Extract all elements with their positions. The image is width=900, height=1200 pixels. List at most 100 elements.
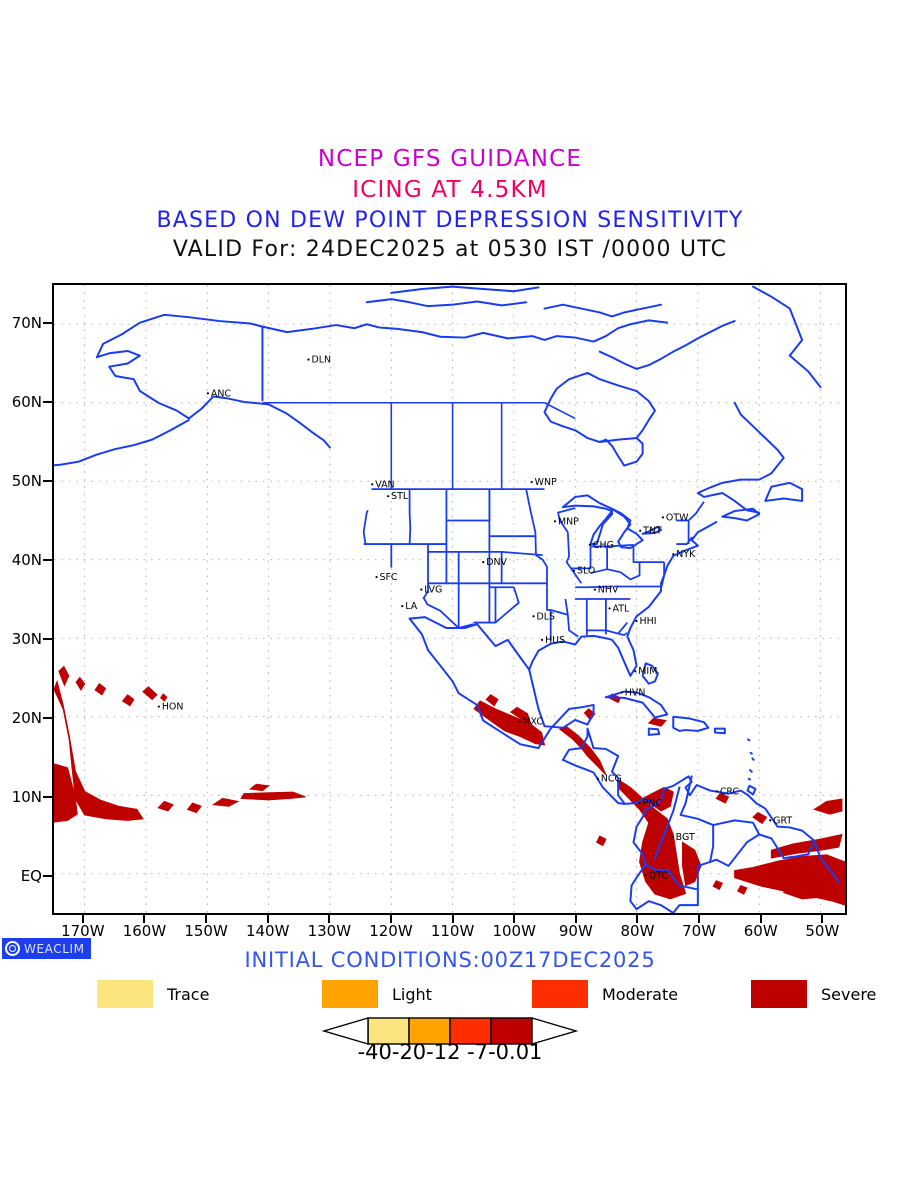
city-label-hvn: HVN	[625, 687, 646, 698]
city-label-stl: STL	[391, 491, 409, 502]
city-dot-hus	[541, 639, 543, 641]
legend-swatch-moderate	[532, 980, 588, 1008]
city-dot-mxc	[518, 720, 520, 722]
x-axis-label-100w: 100W	[492, 922, 535, 940]
y-axis-label-10n: 10N	[0, 788, 42, 806]
x-axis-label-60w: 60W	[744, 922, 778, 940]
city-label-lvg: LVG	[424, 585, 442, 596]
x-axis-label-140w: 140W	[246, 922, 289, 940]
x-axis-label-80w: 80W	[620, 922, 654, 940]
city-dot-tnt	[639, 530, 641, 532]
y-axis-tick	[43, 717, 52, 719]
legend-swatch-severe	[751, 980, 807, 1008]
city-dot-otw	[662, 516, 664, 518]
y-axis-tick	[43, 796, 52, 798]
x-axis-tick	[143, 915, 145, 923]
page-title: NCEP GFS GUIDANCE	[0, 148, 900, 171]
x-axis-label-90w: 90W	[559, 922, 593, 940]
valid-time-text: VALID For: 24DEC2025 at 0530 IST /0000 U…	[0, 239, 900, 261]
city-label-qtc: QTC	[649, 870, 669, 881]
city-dot-nhv	[594, 588, 596, 590]
city-label-pnc: PNC	[643, 798, 663, 809]
city-dot-atl	[608, 607, 610, 609]
y-axis-tick	[43, 875, 52, 877]
map-plot-area[interactable]: ANCDLNVANSTLWNPMNPOTWTNTCHGNYKDNVSLOSFCN…	[52, 283, 847, 915]
x-axis-label-70w: 70W	[682, 922, 716, 940]
city-label-dln: DLN	[311, 355, 331, 366]
city-dot-mnp	[554, 520, 556, 522]
y-axis-tick	[43, 480, 52, 482]
x-axis-label-50w: 50W	[805, 922, 839, 940]
legend-label-severe: Severe	[821, 985, 876, 1004]
city-dot-qtc	[645, 874, 647, 876]
city-label-atl: ATL	[613, 603, 630, 614]
city-dot-stl	[387, 495, 389, 497]
legend-swatch-light	[322, 980, 378, 1008]
city-dot-pnc	[638, 802, 640, 804]
x-axis-tick	[452, 915, 454, 923]
city-label-mxc: MXC	[522, 716, 543, 727]
city-dot-mim	[634, 670, 636, 672]
x-axis-label-120w: 120W	[369, 922, 412, 940]
city-label-dls: DLS	[536, 611, 555, 622]
city-label-la: LA	[405, 601, 417, 612]
y-axis-tick	[43, 638, 52, 640]
city-label-nhv: NHV	[598, 585, 619, 596]
y-axis-label-60n: 60N	[0, 393, 42, 411]
city-dot-hon	[158, 705, 160, 707]
x-axis-tick	[698, 915, 700, 923]
x-axis-tick	[390, 915, 392, 923]
city-dot-nyk	[672, 553, 674, 555]
y-axis-label-eq: EQ	[0, 867, 42, 885]
city-label-layer: ANCDLNVANSTLWNPMNPOTWTNTCHGNYKDNVSLOSFCN…	[158, 355, 793, 882]
city-label-nyk: NYK	[676, 549, 696, 560]
city-label-sfc: SFC	[380, 572, 398, 583]
x-axis-tick	[513, 915, 515, 923]
y-axis-label-30n: 30N	[0, 630, 42, 648]
x-axis-tick	[760, 915, 762, 923]
colorbar-tick-labels: -40-20-12 -7-0.01	[320, 1040, 580, 1064]
x-axis-tick	[821, 915, 823, 923]
city-dot-dls	[532, 615, 534, 617]
initial-conditions-text: INITIAL CONDITIONS:00Z17DEC2025	[0, 948, 900, 972]
x-axis-label-150w: 150W	[184, 922, 227, 940]
city-label-van: VAN	[375, 479, 394, 490]
city-label-dnv: DNV	[486, 557, 507, 568]
legend-entry-trace: Trace	[97, 979, 209, 1009]
city-dot-dln	[307, 358, 309, 360]
x-axis-tick	[575, 915, 577, 923]
city-dot-chg	[589, 544, 591, 546]
title-block: NCEP GFS GUIDANCE ICING AT 4.5KM BASED O…	[0, 148, 900, 261]
map-gridlines	[54, 285, 845, 913]
legend-label-light: Light	[392, 985, 432, 1004]
y-axis-tick	[43, 322, 52, 324]
city-dot-la	[401, 605, 403, 607]
y-axis-label-50n: 50N	[0, 472, 42, 490]
city-dot-lvg	[420, 588, 422, 590]
city-label-hhi: HHI	[640, 616, 657, 627]
city-label-ncg: NCG	[601, 774, 622, 785]
city-dot-grt	[769, 819, 771, 821]
city-label-grt: GRT	[773, 815, 792, 826]
city-dot-ncg	[597, 778, 599, 780]
y-axis-tick	[43, 559, 52, 561]
legend-entry-severe: Severe	[751, 979, 876, 1009]
x-axis-tick	[636, 915, 638, 923]
city-dot-anc	[207, 392, 209, 394]
city-label-hon: HON	[162, 702, 184, 713]
city-label-mnp: MNP	[558, 516, 579, 527]
city-label-bgt: BGT	[676, 832, 695, 843]
city-dot-hvn	[621, 691, 623, 693]
x-axis-label-110w: 110W	[431, 922, 474, 940]
x-axis-label-130w: 130W	[308, 922, 351, 940]
city-dot-crc	[716, 790, 718, 792]
city-label-chg: CHG	[593, 540, 614, 551]
city-dot-van	[371, 483, 373, 485]
y-axis-tick	[43, 401, 52, 403]
legend-entry-moderate: Moderate	[532, 979, 678, 1009]
legend-swatch-trace	[97, 980, 153, 1008]
city-label-mim: MIM	[638, 666, 657, 677]
x-axis-label-160w: 160W	[123, 922, 166, 940]
city-label-crc: CRC	[720, 786, 740, 797]
legend-label-moderate: Moderate	[602, 985, 678, 1004]
